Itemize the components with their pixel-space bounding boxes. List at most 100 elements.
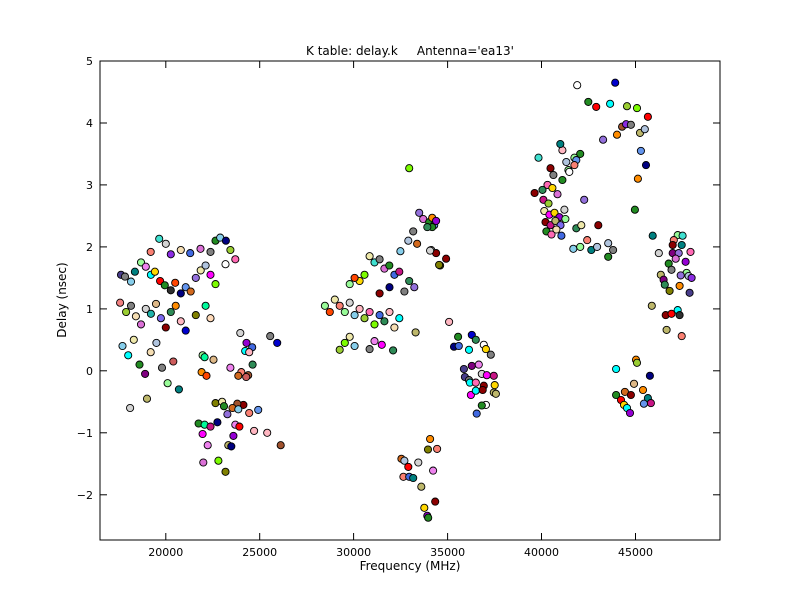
data-point — [169, 357, 178, 366]
data-point — [632, 104, 642, 113]
data-point — [355, 304, 364, 313]
data-point — [530, 188, 539, 198]
data-point — [604, 252, 613, 261]
data-point — [570, 161, 579, 170]
data-point — [551, 216, 560, 225]
data-point — [636, 146, 645, 155]
data-point — [181, 326, 190, 335]
data-point — [594, 221, 603, 230]
data-point — [548, 183, 557, 193]
data-point — [435, 260, 444, 269]
data-point — [221, 260, 230, 269]
data-point — [552, 225, 561, 234]
data-point — [186, 287, 195, 296]
data-point — [375, 255, 384, 264]
data-point — [549, 170, 558, 180]
data-point — [120, 272, 130, 281]
data-point — [395, 267, 404, 276]
data-point — [365, 307, 374, 317]
data-point — [390, 323, 399, 332]
data-point — [350, 311, 359, 320]
data-point — [201, 301, 210, 310]
data-point — [678, 231, 687, 240]
data-point — [560, 205, 569, 214]
data-point — [146, 247, 155, 256]
data-point — [191, 311, 200, 320]
y-tick-label: −1 — [77, 427, 93, 440]
data-point — [675, 311, 684, 320]
data-point — [489, 371, 498, 380]
data-point — [135, 360, 144, 369]
data-point — [609, 245, 618, 255]
data-point — [213, 418, 222, 427]
data-point — [611, 78, 620, 87]
y-tick-label: 4 — [86, 117, 93, 130]
data-point — [593, 242, 602, 251]
data-point — [181, 283, 190, 292]
data-point — [662, 325, 671, 334]
data-point — [569, 244, 578, 253]
data-point — [163, 379, 172, 388]
data-point — [431, 497, 440, 506]
data-point — [203, 441, 212, 450]
data-point — [471, 386, 480, 395]
y-tick-label: 0 — [86, 365, 93, 378]
data-point — [370, 320, 379, 329]
data-point — [429, 466, 438, 475]
data-point — [161, 239, 170, 248]
data-point — [561, 214, 570, 224]
data-point — [152, 338, 161, 347]
data-point — [409, 473, 418, 483]
data-point — [630, 205, 639, 214]
data-point — [377, 340, 386, 349]
data-point — [266, 332, 275, 341]
data-point — [156, 314, 165, 323]
data-point — [445, 317, 454, 326]
data-point — [426, 434, 435, 444]
data-point — [677, 332, 686, 341]
data-point — [176, 245, 185, 255]
data-point — [646, 399, 655, 408]
data-point — [211, 280, 220, 289]
data-point — [471, 378, 480, 387]
data-point — [676, 271, 685, 280]
data-point — [211, 399, 220, 408]
data-point — [375, 311, 384, 320]
data-point — [420, 503, 429, 512]
data-point — [141, 262, 150, 271]
data-point — [404, 462, 413, 471]
data-point — [481, 345, 490, 354]
data-point — [547, 230, 556, 239]
data-point — [345, 280, 354, 289]
data-point — [136, 320, 146, 329]
data-point — [126, 301, 136, 310]
data-point — [686, 247, 695, 256]
data-point — [201, 261, 210, 270]
x-axis-label: Frequency (MHz) — [359, 559, 461, 573]
data-point — [196, 266, 205, 275]
data-point — [413, 239, 422, 248]
data-point — [365, 252, 374, 261]
data-point — [206, 422, 215, 431]
data-point — [558, 175, 567, 185]
data-point — [424, 513, 433, 522]
data-point — [335, 301, 344, 310]
data-point — [667, 309, 676, 318]
data-point — [629, 379, 639, 388]
data-point — [645, 371, 654, 380]
data-point — [186, 249, 195, 258]
x-tick-label: 40000 — [524, 546, 559, 559]
data-point — [625, 408, 635, 418]
data-point — [459, 364, 468, 374]
data-point — [141, 304, 150, 313]
data-point — [235, 422, 244, 431]
data-point — [161, 323, 170, 332]
data-point — [276, 441, 285, 450]
data-point — [643, 112, 652, 121]
data-point — [380, 317, 389, 326]
data-point — [667, 265, 676, 274]
data-point — [633, 174, 642, 183]
data-point — [577, 221, 586, 230]
data-point — [638, 385, 648, 395]
